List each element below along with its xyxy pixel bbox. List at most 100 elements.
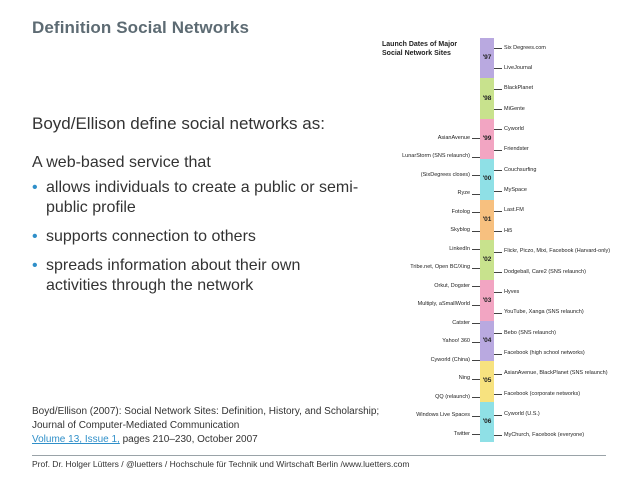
year-segment: [480, 320, 494, 362]
timeline-event-label: Flickr, Piczo, Mixi, Facebook (Harvard-o…: [504, 248, 611, 255]
timeline-tick: [472, 267, 480, 269]
timeline-tick: [472, 230, 480, 232]
timeline-event-label: Cyworld: [504, 125, 524, 132]
timeline-tick: [494, 394, 502, 396]
year-label: '03: [482, 296, 492, 304]
definition-item: • allows individuals to create a public o…: [32, 178, 362, 218]
timeline-tick: [494, 109, 502, 111]
timeline-event-label: Hi5: [504, 227, 513, 234]
timeline-tick: [494, 272, 502, 274]
timeline-tick: [472, 193, 480, 195]
timeline-tick: [472, 249, 480, 250]
timeline-tick: [472, 212, 480, 213]
year-label: '06: [482, 417, 492, 425]
timeline-tick: [494, 170, 502, 172]
definition-list: • allows individuals to create a public o…: [32, 178, 362, 296]
timeline-event-label: Ning: [458, 375, 470, 381]
bullet-icon: •: [32, 179, 38, 196]
timeline-event-label: YouTube, Xanga (SNS relaunch): [504, 309, 584, 316]
timeline-event-label: Facebook (high school networks): [504, 350, 585, 357]
timeline-tick: [494, 68, 502, 70]
timeline-event-label: AsianAvenue: [437, 134, 470, 141]
timeline-tick: [494, 48, 502, 49]
timeline-event-label: LunarStorm (SNS relaunch): [402, 153, 470, 159]
year-label: '04: [482, 337, 492, 344]
slide-body: Boyd/Ellison define social networks as: …: [32, 114, 362, 305]
timeline-event-label: Orkut, Dogster: [434, 282, 470, 289]
year-label: '98: [482, 94, 492, 102]
timeline-event-label: MySpace: [504, 187, 527, 194]
slide-title: Definition Social Networks: [32, 18, 250, 37]
timeline-tick: [494, 190, 502, 192]
timeline-event-label: MyChurch, Facebook (everyone): [504, 431, 585, 438]
timeline-tick: [494, 251, 502, 253]
bullet-icon: •: [32, 228, 38, 245]
timeline-tick: [472, 304, 480, 306]
year-label: '00: [482, 175, 492, 183]
timeline-heading: Launch Dates of Major Social Network Sit…: [382, 40, 492, 58]
year-label: '99: [482, 135, 492, 142]
citation-line: Volume 13, Issue 1, pages 210–230, Octob…: [32, 433, 412, 447]
definition-text: spreads information about their own acti…: [46, 257, 301, 294]
timeline-tick: [472, 138, 480, 139]
timeline-event-label: Ryze: [457, 190, 470, 196]
year-segment: [480, 280, 494, 321]
year-segment: [480, 240, 494, 281]
timeline-tick: [472, 175, 480, 176]
timeline-tick: [472, 360, 480, 361]
timeline-event-label: Last.FM: [504, 207, 524, 214]
timeline-event-label: Hyves: [504, 288, 520, 295]
timeline-tick: [494, 373, 502, 375]
year-label: '02: [482, 256, 492, 264]
timeline-event-label: Bebo (SNS relaunch): [504, 329, 556, 336]
timeline-event-label: AsianAvenue, BlackPlanet (SNS relaunch): [504, 370, 608, 377]
intro-text: Boyd/Ellison define social networks as:: [32, 114, 325, 133]
timeline-event-label: Fotolog: [451, 208, 470, 215]
timeline-event-label: Facebook (corporate networks): [504, 390, 581, 397]
timeline-tick: [472, 323, 480, 324]
timeline-event-label: Couchsurfing: [504, 166, 537, 173]
timeline-event-label: LiveJournal: [504, 64, 533, 71]
timeline-heading-line: Launch Dates of Major: [382, 41, 458, 48]
timeline-event-label: Cyworld (China): [430, 356, 470, 363]
timeline-event-label: Cyworld (U.S.): [504, 411, 540, 418]
footer-text: Prof. Dr. Holger Lütters / @luetters / H…: [32, 459, 410, 469]
timeline-event-label: Yahoo! 360: [442, 338, 470, 344]
timeline-event-label: Friendster: [504, 146, 529, 153]
timeline-tick: [472, 341, 480, 343]
timeline-tick: [494, 435, 502, 436]
timeline-event-label: Catster: [452, 319, 470, 326]
timeline-tick: [494, 231, 502, 233]
year-segment: [480, 159, 494, 200]
citation: Boyd/Ellison (2007): Social Network Site…: [32, 405, 412, 447]
citation-line: Boyd/Ellison (2007): Social Network Site…: [32, 406, 380, 417]
timeline-event-label: Six Degrees.com: [504, 44, 546, 51]
definition-item: • supports connection to others: [32, 227, 362, 247]
year-segment: [480, 118, 494, 160]
bullet-icon: •: [32, 257, 38, 274]
timeline-event-label: Twitter: [453, 430, 470, 437]
footer-divider: [32, 455, 606, 456]
year-label: '97: [482, 54, 492, 62]
timeline-tick: [494, 312, 502, 314]
timeline-heading-line: Social Network Sites: [382, 50, 451, 57]
volume-link[interactable]: Volume 13, Issue 1,: [32, 434, 120, 445]
timeline-tick: [472, 397, 480, 398]
timeline-tick: [472, 415, 480, 417]
year-segment: [480, 361, 494, 402]
timeline-tick: [472, 378, 480, 380]
timeline-tick: [494, 129, 502, 131]
timeline-tick: [494, 292, 502, 294]
timeline-tick: [494, 414, 502, 416]
timeline-event-label: Dodgeball, Care2 (SNS relaunch): [504, 268, 586, 275]
definition-text: allows individuals to create a public or…: [46, 179, 359, 216]
definition-item: • spreads information about their own act…: [32, 256, 362, 296]
year-label: '01: [482, 215, 492, 223]
year-segment: [480, 78, 494, 119]
timeline-event-label: QQ (relaunch): [435, 393, 470, 400]
timeline-tick: [472, 286, 480, 287]
definition-text: supports connection to others: [46, 228, 256, 245]
social-network-timeline: Launch Dates of Major Social Network Sit…: [376, 30, 626, 450]
timeline-tick: [494, 353, 502, 355]
year-segment: [480, 38, 494, 79]
